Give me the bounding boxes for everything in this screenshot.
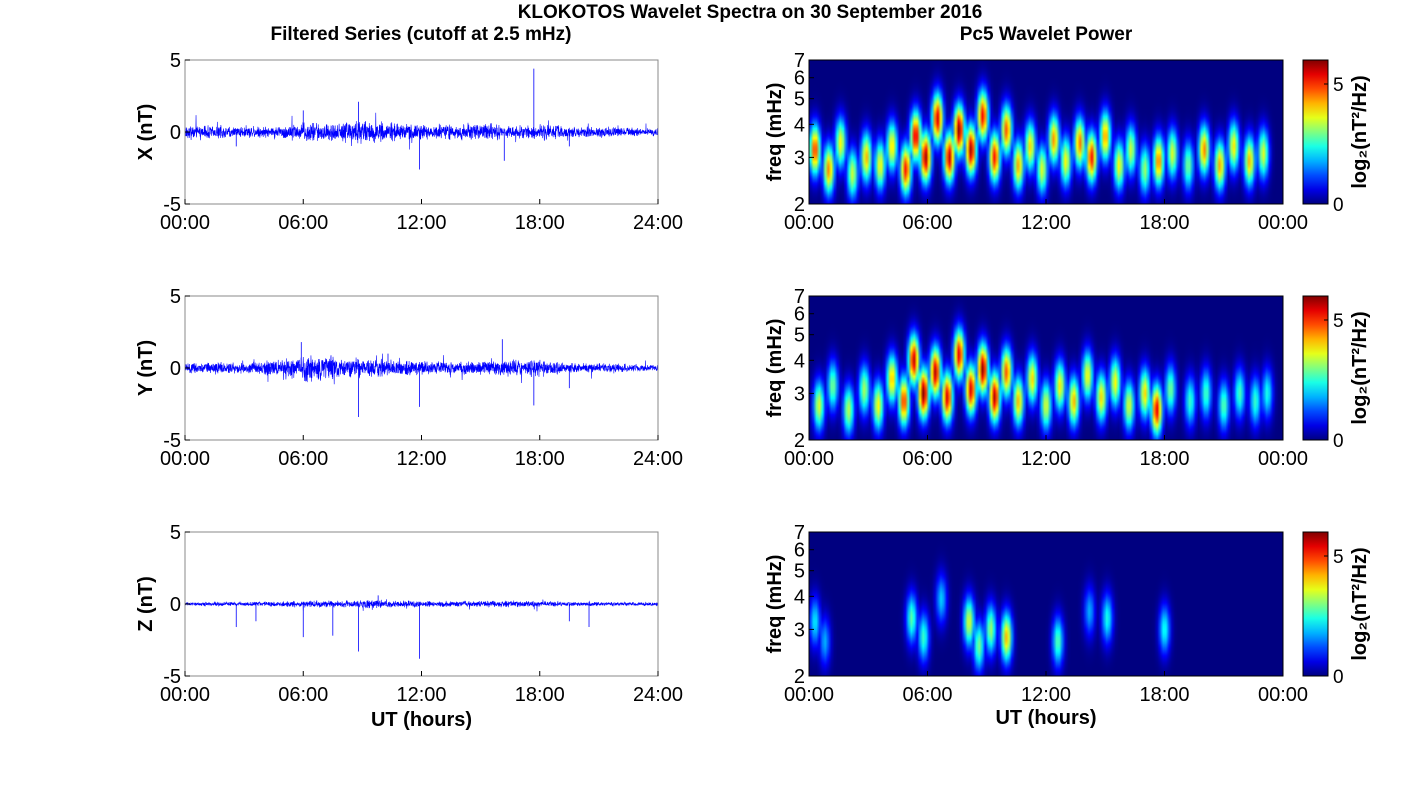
x-tick-label: 18:00 [515,448,565,470]
y-tick-label: 2 [794,194,805,216]
y-tick-label: 0 [170,122,181,144]
colorbar-tick-label: 5 [1333,311,1344,332]
x-tick-label: 12:00 [396,448,446,470]
x-tick-label: 12:00 [1021,212,1071,234]
x-tick-label: 12:00 [396,212,446,234]
y-tick-label: 7 [794,50,805,72]
y-tick-label: -5 [163,430,181,452]
y-axis-label: X (nT) [135,104,157,161]
y-tick-label: -5 [163,666,181,688]
x-tick-label: 06:00 [902,212,952,234]
y-axis-label: Y (nT) [135,340,157,396]
colorbar-tick-label: 0 [1333,667,1344,688]
y-tick-label: 2 [794,666,805,688]
colorbar-label: log₂(nT²/Hz) [1349,547,1371,660]
colorbar-label: log₂(nT²/Hz) [1349,75,1371,188]
y-tick-label: 0 [170,358,181,380]
wavelet-heatmap [809,60,1283,204]
colorbar [1303,60,1328,204]
x-tick-label: 24:00 [633,448,683,470]
y-tick-label: 7 [794,286,805,308]
y-tick-label: 5 [170,50,181,72]
left-column-title: Filtered Series (cutoff at 2.5 mHz) [271,24,572,45]
x-tick-label: 00:00 [1258,212,1308,234]
colorbar [1303,532,1328,676]
x-tick-label: 18:00 [515,212,565,234]
y-tick-label: 5 [794,561,805,583]
time-series-panel-z: 5 0 -500:00 06:00 12:00 18:00 24:00 Z (nT) UT (h… [135,522,683,731]
y-tick-label: 5 [170,286,181,308]
colorbar-frame [1302,59,1329,205]
y-tick-label: 5 [794,325,805,347]
time-series-panel-y: 5 0 -500:00 06:00 12:00 18:00 24:00 Y (nT) [135,286,683,470]
y-tick-label: 5 [794,89,805,111]
colorbar-frame [1302,295,1329,441]
colorbar-tick-label: 5 [1333,75,1344,96]
wavelet-heatmap [809,532,1283,676]
colorbar-tick-label: 0 [1333,195,1344,216]
x-tick-label: 00:00 [160,212,210,234]
y-tick-label: 3 [794,619,805,641]
y-tick-label: 4 [794,586,805,608]
y-tick-label: 4 [794,350,805,372]
right-column-title: Pc5 Wavelet Power [960,24,1133,45]
x-tick-label: 00:00 [160,684,210,706]
x-tick-label: 18:00 [1139,684,1189,706]
x-tick-label: 24:00 [633,684,683,706]
series-line [184,599,659,612]
x-tick-label: 18:00 [515,684,565,706]
x-tick-label: 00:00 [784,212,834,234]
series-line [184,112,659,150]
y-axis-label: freq (mHz) [764,319,786,418]
colorbar-frame [1302,531,1329,677]
x-tick-label: 12:00 [1021,448,1071,470]
x-tick-label: 24:00 [633,212,683,234]
colorbar-tick-label: 5 [1333,547,1344,568]
wavelet-heatmap [809,296,1283,440]
x-tick-label: 18:00 [1139,212,1189,234]
y-tick-label: 6 [794,540,805,562]
y-axis-label: freq (mHz) [764,555,786,654]
y-tick-label: 6 [794,304,805,326]
y-tick-label: -5 [163,194,181,216]
time-series-panel-x: 5 0 -500:00 06:00 12:00 18:00 24:00 X (nT) [135,50,683,234]
x-tick-label: 00:00 [160,448,210,470]
x-tick-label: 06:00 [902,684,952,706]
x-tick-label: 06:00 [278,448,328,470]
x-axis-label: UT (hours) [995,707,1096,729]
figure-title: KLOKOTOS Wavelet Spectra on 30 September… [518,2,983,23]
x-tick-label: 18:00 [1139,448,1189,470]
x-axis-label: UT (hours) [371,709,472,731]
x-tick-label: 00:00 [784,684,834,706]
colorbar-tick-label: 0 [1333,431,1344,452]
y-tick-label: 3 [794,383,805,405]
y-tick-label: 6 [794,68,805,90]
y-tick-label: 3 [794,147,805,169]
y-axis-label: Z (nT) [135,576,157,632]
y-tick-label: 7 [794,522,805,544]
colorbar [1303,296,1328,440]
x-tick-label: 06:00 [902,448,952,470]
y-tick-label: 4 [794,114,805,136]
x-tick-label: 12:00 [396,684,446,706]
x-tick-label: 00:00 [1258,448,1308,470]
x-tick-label: 00:00 [1258,684,1308,706]
y-tick-label: 5 [170,522,181,544]
x-tick-label: 06:00 [278,212,328,234]
x-tick-label: 06:00 [278,684,328,706]
colorbar-label: log₂(nT²/Hz) [1349,311,1371,424]
y-axis-label: freq (mHz) [764,83,786,182]
series-line [184,353,659,385]
y-tick-label: 2 [794,430,805,452]
x-tick-label: 00:00 [784,448,834,470]
x-tick-label: 12:00 [1021,684,1071,706]
y-tick-label: 0 [170,594,181,616]
